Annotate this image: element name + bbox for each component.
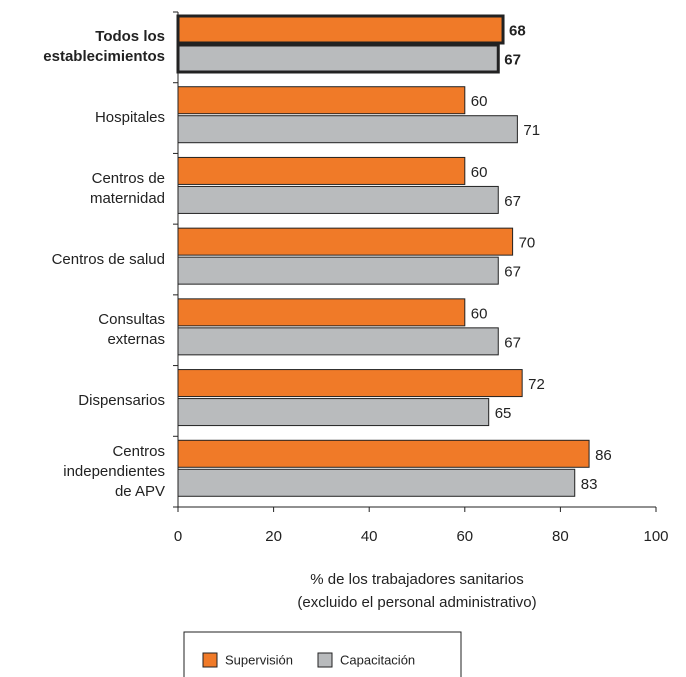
x-axis-label: % de los trabajadores sanitarios (exclui… bbox=[297, 571, 537, 611]
data-label: 68 bbox=[509, 22, 526, 39]
legend-swatch bbox=[202, 652, 218, 668]
bar bbox=[177, 298, 466, 327]
x-tick-label: 40 bbox=[361, 528, 378, 545]
category-label: Centros independientes de APV bbox=[63, 442, 165, 500]
data-label: 65 bbox=[495, 405, 512, 422]
data-label: 67 bbox=[504, 334, 521, 351]
x-tick-label: 100 bbox=[643, 528, 668, 545]
data-label: 60 bbox=[471, 164, 488, 181]
legend-label: Capacitación bbox=[340, 652, 415, 667]
bar bbox=[176, 43, 500, 74]
data-label: 83 bbox=[581, 476, 598, 493]
bar bbox=[177, 468, 576, 497]
data-label: 70 bbox=[519, 235, 536, 252]
category-label: Consultas externas bbox=[98, 311, 165, 349]
bar bbox=[176, 14, 505, 45]
data-label: 60 bbox=[471, 93, 488, 110]
bar bbox=[177, 185, 499, 214]
bar bbox=[177, 256, 499, 285]
x-tick-label: 80 bbox=[552, 528, 569, 545]
bar bbox=[177, 86, 466, 115]
category-label: Centros de maternidad bbox=[89, 169, 165, 207]
bar bbox=[177, 439, 590, 468]
bar bbox=[177, 369, 523, 398]
legend-box bbox=[183, 631, 462, 677]
x-tick-label: 60 bbox=[456, 528, 473, 545]
bar bbox=[177, 398, 490, 427]
data-label: 67 bbox=[504, 51, 521, 68]
data-label: 71 bbox=[523, 122, 540, 139]
legend-swatch bbox=[317, 652, 333, 668]
data-label: 86 bbox=[595, 447, 612, 464]
x-tick-label: 0 bbox=[174, 528, 182, 545]
category-label: Hospitales bbox=[94, 109, 165, 127]
data-label: 67 bbox=[504, 264, 521, 281]
bar bbox=[177, 156, 466, 185]
x-tick-label: 20 bbox=[265, 528, 282, 545]
category-label: Dispensarios bbox=[78, 391, 165, 409]
legend-label: Supervisión bbox=[225, 652, 293, 667]
bar bbox=[177, 227, 514, 256]
bar bbox=[177, 327, 499, 356]
data-label: 72 bbox=[528, 376, 545, 393]
bar bbox=[177, 115, 518, 144]
category-label: Todos los establecimientos bbox=[43, 28, 165, 66]
data-label: 60 bbox=[471, 305, 488, 322]
data-label: 67 bbox=[504, 193, 521, 210]
category-label: Centros de salud bbox=[51, 250, 165, 268]
